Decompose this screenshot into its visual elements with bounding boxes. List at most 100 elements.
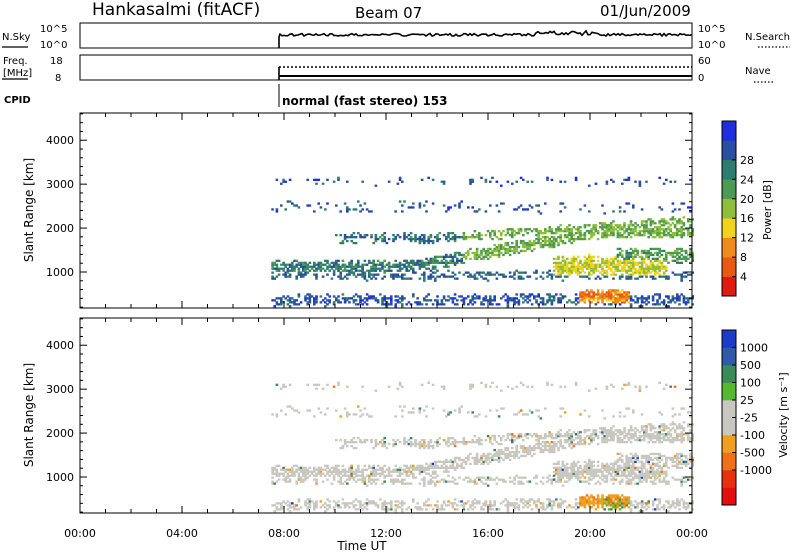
power-cell (548, 245, 551, 249)
velocity-cell (401, 480, 404, 483)
velocity-cell (689, 429, 692, 432)
velocity-cell (489, 452, 492, 456)
velocity-cell (691, 508, 694, 511)
power-cell (680, 275, 683, 278)
power-cell (462, 301, 466, 304)
power-cell (522, 271, 525, 274)
power-cell (537, 239, 540, 243)
power-cell (434, 279, 437, 282)
power-cell (566, 230, 569, 233)
power-cell (678, 247, 681, 251)
power-cell (612, 265, 615, 268)
power-cell (612, 299, 615, 302)
velocity-cell (557, 476, 560, 479)
velocity-cell (508, 452, 512, 456)
power-cell (423, 237, 426, 241)
power-cell (656, 271, 659, 274)
power-cell (467, 295, 470, 298)
power-cell (546, 236, 549, 239)
power-cell (632, 232, 635, 235)
power-cell (335, 299, 338, 302)
power-cell (530, 249, 534, 253)
power-cell (524, 228, 527, 231)
velocity-cell (625, 441, 628, 444)
velocity-cell (559, 480, 562, 483)
power-cell (297, 271, 301, 274)
power-cell (453, 303, 457, 306)
velocity-cell (561, 500, 565, 503)
power-cell (596, 232, 600, 235)
power-cell (629, 305, 633, 308)
velocity-cell (326, 466, 329, 469)
power-cell (337, 263, 340, 266)
velocity-cell (651, 480, 655, 483)
velocity-cell (471, 480, 474, 483)
power-cell (594, 224, 598, 227)
velocity-cell (493, 452, 496, 456)
freq-panel: Freq. [MHz] 18 8 60 0 Nave (2, 54, 774, 84)
power-cell (656, 259, 659, 262)
velocity-cell (605, 431, 609, 434)
power-cell (671, 251, 675, 255)
power-cell (671, 210, 675, 213)
velocity-cell (577, 433, 580, 436)
velocity-cell (313, 415, 316, 418)
power-cell (449, 253, 452, 257)
power-cell (471, 236, 474, 239)
power-cell (647, 295, 650, 298)
power-cell (453, 234, 457, 237)
velocity-cell (676, 466, 679, 469)
power-cell (662, 234, 666, 237)
velocity-cell (603, 429, 606, 432)
power-cell (588, 293, 591, 296)
velocity-cell (535, 482, 538, 485)
power-cell (310, 295, 314, 298)
velocity-cell (291, 506, 294, 509)
velocity-cell (669, 433, 672, 436)
power-cell (363, 301, 367, 304)
velocity-cell (390, 480, 393, 483)
velocity-cell (295, 409, 298, 412)
velocity-cell (658, 472, 661, 475)
power-cell (308, 299, 312, 302)
power-cell (420, 234, 424, 237)
velocity-cell (640, 456, 644, 460)
power-cell (623, 236, 626, 239)
power-cell (583, 232, 587, 235)
power-cell (550, 232, 554, 235)
velocity-cell (632, 429, 635, 432)
velocity-cell (319, 468, 323, 471)
velocity-cell (420, 442, 424, 446)
velocity-cell (522, 454, 525, 458)
power-cell (445, 255, 448, 258)
velocity-cell (341, 482, 345, 485)
velocity-cell (583, 468, 587, 471)
velocity-cell (678, 433, 681, 436)
power-cell (339, 265, 342, 268)
velocity-cell (592, 431, 595, 434)
power-cell (451, 255, 455, 258)
power-cell (636, 224, 639, 227)
velocity-cell (291, 474, 294, 477)
power-cell (482, 277, 485, 280)
velocity-cell (286, 472, 290, 475)
velocity-cell (625, 500, 628, 503)
velocity-cell (599, 482, 602, 485)
power-cell (627, 267, 631, 270)
velocity-cell (416, 468, 419, 471)
velocity-cell (662, 470, 666, 473)
power-cell (484, 180, 488, 183)
power-cell (603, 234, 606, 237)
power-cell (346, 299, 349, 302)
power-cell (522, 208, 525, 211)
power-cell (379, 263, 382, 266)
power-cell (651, 275, 655, 278)
power-cell (610, 293, 613, 296)
velocity-cell (447, 500, 450, 503)
power-cell (321, 275, 325, 278)
velocity-cell (610, 429, 613, 432)
power-cell (396, 273, 400, 276)
velocity-cell (493, 500, 496, 503)
velocity-cell (317, 383, 320, 386)
velocity-cell (282, 478, 285, 481)
